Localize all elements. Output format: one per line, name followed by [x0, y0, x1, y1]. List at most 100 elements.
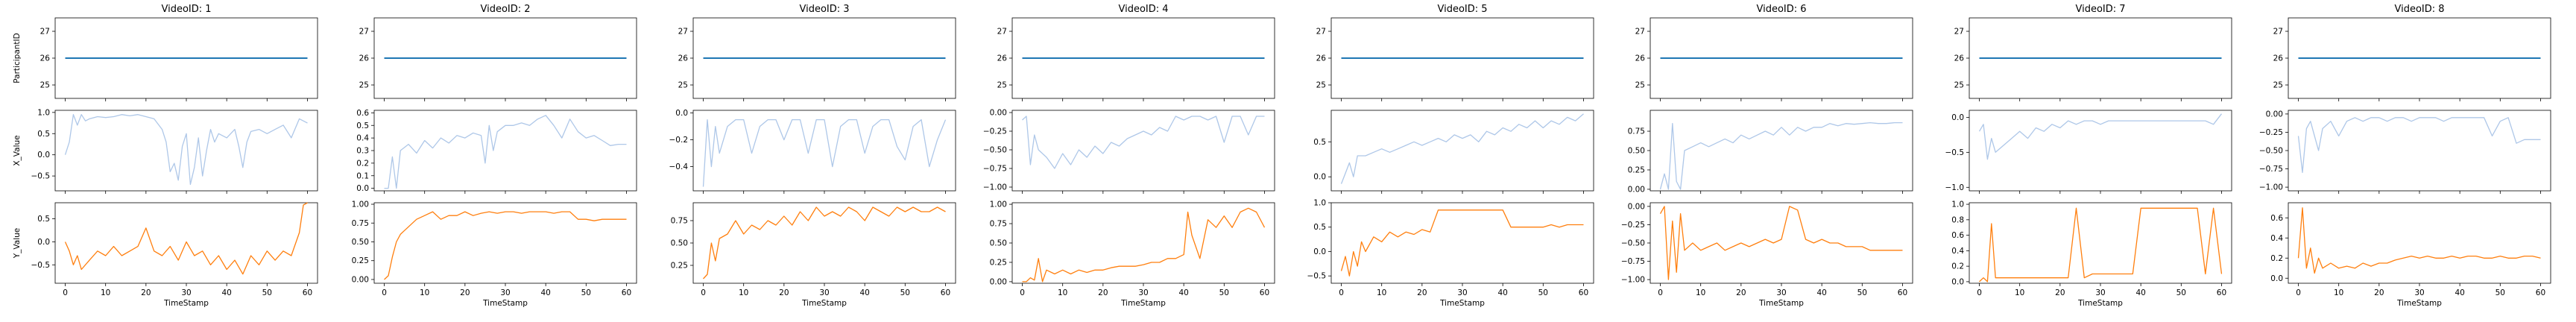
column-title-7: VideoID: 7	[2075, 4, 2125, 15]
y-tick-label: 0.0	[675, 109, 688, 118]
panel-r2-c6: 0.00 0.25 0.50 0.75	[1628, 110, 1913, 194]
x-tick-label: 0	[1339, 288, 1344, 297]
series-line	[64, 114, 308, 186]
axes-frame	[373, 110, 637, 192]
x-tick-label: 50	[262, 288, 272, 297]
y-tick-label: 0.0	[2270, 274, 2283, 283]
x-tick-label: 50	[2496, 288, 2505, 297]
x-tick-label: 40	[1178, 288, 1188, 297]
y-tick-label: 27	[997, 28, 1007, 37]
y-tick-label: 25	[997, 81, 1007, 90]
y-tick-label: 1.00	[990, 201, 1007, 209]
y-tick-label: 26	[1635, 54, 1646, 63]
panel-r2-c8: −1.00 −0.75 −0.50 −0.25 0.00	[2259, 110, 2551, 194]
y-tick-label: −0.75	[2259, 165, 2283, 174]
x-tick-label: 50	[1219, 288, 1229, 297]
xlabel: TimeStamp	[2396, 299, 2442, 308]
axes-frame	[1650, 110, 1913, 192]
series-line	[1978, 113, 2223, 160]
x-tick-label: 60	[622, 288, 631, 297]
x-tick-label: 0	[1977, 288, 1982, 297]
panel-r1-c1: 25 26 27	[40, 17, 318, 101]
y-tick-label: 1.0	[1313, 199, 1326, 208]
x-tick-label: 10	[2334, 288, 2343, 297]
y-tick-label: −0.2	[669, 136, 689, 145]
y-tick-label: −0.4	[669, 162, 689, 171]
y-tick-label: 26	[40, 54, 51, 63]
y-tick-label: 26	[1954, 54, 1965, 63]
x-tick-label: 40	[1816, 288, 1826, 297]
y-tick-label: −0.5	[1307, 272, 1327, 281]
x-tick-label: 10	[1058, 288, 1067, 297]
y-tick-label: 0.0	[356, 184, 369, 193]
panel-r3-c3: 0.25 0.50 0.75 0 10 20 30 40 50 60 TimeStamp	[671, 202, 956, 308]
panel-r1-c2: 25 26 27	[359, 17, 637, 101]
y-tick-label: 25	[1954, 81, 1964, 90]
y-tick-label: 1.0	[37, 108, 50, 117]
y-tick-label: 0.00	[1628, 185, 1645, 194]
axes-frame	[1011, 202, 1275, 284]
x-tick-label: 30	[2095, 288, 2105, 297]
x-tick-label: 10	[101, 288, 110, 297]
y-tick-label: 27	[1954, 28, 1964, 37]
y-tick-label: 0.50	[352, 238, 369, 247]
x-tick-label: 10	[420, 288, 429, 297]
y-tick-label: −0.5	[1945, 148, 1965, 157]
y-tick-label: 26	[359, 54, 370, 63]
series-line	[1340, 209, 1584, 277]
panel-r2-c5: 0.0 0.5	[1313, 110, 1594, 194]
x-tick-label: 30	[1776, 288, 1786, 297]
x-tick-label: 50	[2176, 288, 2186, 297]
x-tick-label: 50	[1857, 288, 1867, 297]
y-tick-label: 26	[678, 54, 689, 63]
y-tick-label: −0.75	[983, 165, 1007, 174]
axes-frame	[1969, 110, 2232, 192]
column-title-6: VideoID: 6	[1756, 4, 1806, 15]
y-tick-label: −0.5	[31, 261, 51, 270]
y-tick-label: 0.50	[671, 239, 688, 248]
series-line	[1979, 207, 2223, 282]
y-tick-label: 0.8	[1951, 215, 1964, 224]
panel-r1-c7: 25 26 27	[1954, 17, 2232, 101]
xlabel: TimeStamp	[1120, 299, 1166, 308]
y-tick-label: 0.25	[1628, 165, 1645, 174]
y-tick-label: −0.75	[1621, 257, 1645, 266]
x-tick-label: 20	[2374, 288, 2384, 297]
y-tick-label: 0.00	[352, 275, 369, 284]
y-tick-label: 0.25	[352, 256, 369, 265]
column-title-8: VideoID: 8	[2394, 4, 2444, 15]
column-title-2: VideoID: 2	[480, 4, 530, 15]
y-tick-label: 0.0	[37, 151, 50, 160]
y-tick-label: 0.5	[37, 215, 50, 224]
x-tick-label: 40	[2455, 288, 2464, 297]
y-tick-label: 0.25	[671, 262, 688, 271]
y-tick-label: 0.0	[1313, 173, 1326, 182]
y-tick-label: 1.00	[352, 201, 369, 209]
y-tick-label: −0.25	[983, 127, 1007, 136]
x-tick-label: 10	[1377, 288, 1386, 297]
panel-r3-c2: 0.00 0.25 0.50 0.75 1.00 0 10 20 30 40 50 60 TimeSta…	[352, 201, 637, 308]
y-tick-label: 0.50	[990, 239, 1007, 248]
y-tick-label: −0.50	[983, 146, 1007, 155]
panel-r1-c4: 25 26 27	[997, 17, 1275, 101]
panel-r2-c3: −0.4 −0.2 0.0	[669, 109, 956, 194]
panel-r3-c8: 0.0 0.2 0.4 0.6 0 10 20 30 40 50 60 TimeStamp	[2270, 202, 2551, 308]
y-tick-label: −1.00	[983, 183, 1007, 192]
x-tick-label: 0	[1020, 288, 1025, 297]
column-title-5: VideoID: 5	[1437, 4, 1487, 15]
series-line	[703, 206, 946, 280]
series-line	[1659, 206, 1903, 280]
y-tick-label: 26	[2273, 54, 2284, 63]
x-tick-label: 20	[779, 288, 789, 297]
series-line	[702, 119, 947, 187]
xlabel: TimeStamp	[2077, 299, 2123, 308]
axes-frame	[54, 110, 318, 192]
axes-frame	[373, 202, 637, 284]
x-tick-label: 10	[2015, 288, 2024, 297]
y-tick-label: 0.0	[37, 238, 50, 247]
xlabel: TimeStamp	[163, 299, 209, 308]
y-tick-label: 0.0	[1951, 277, 1964, 286]
y-tick-label: 26	[1316, 54, 1327, 63]
y-tick-label: −1.0	[1945, 183, 1965, 192]
